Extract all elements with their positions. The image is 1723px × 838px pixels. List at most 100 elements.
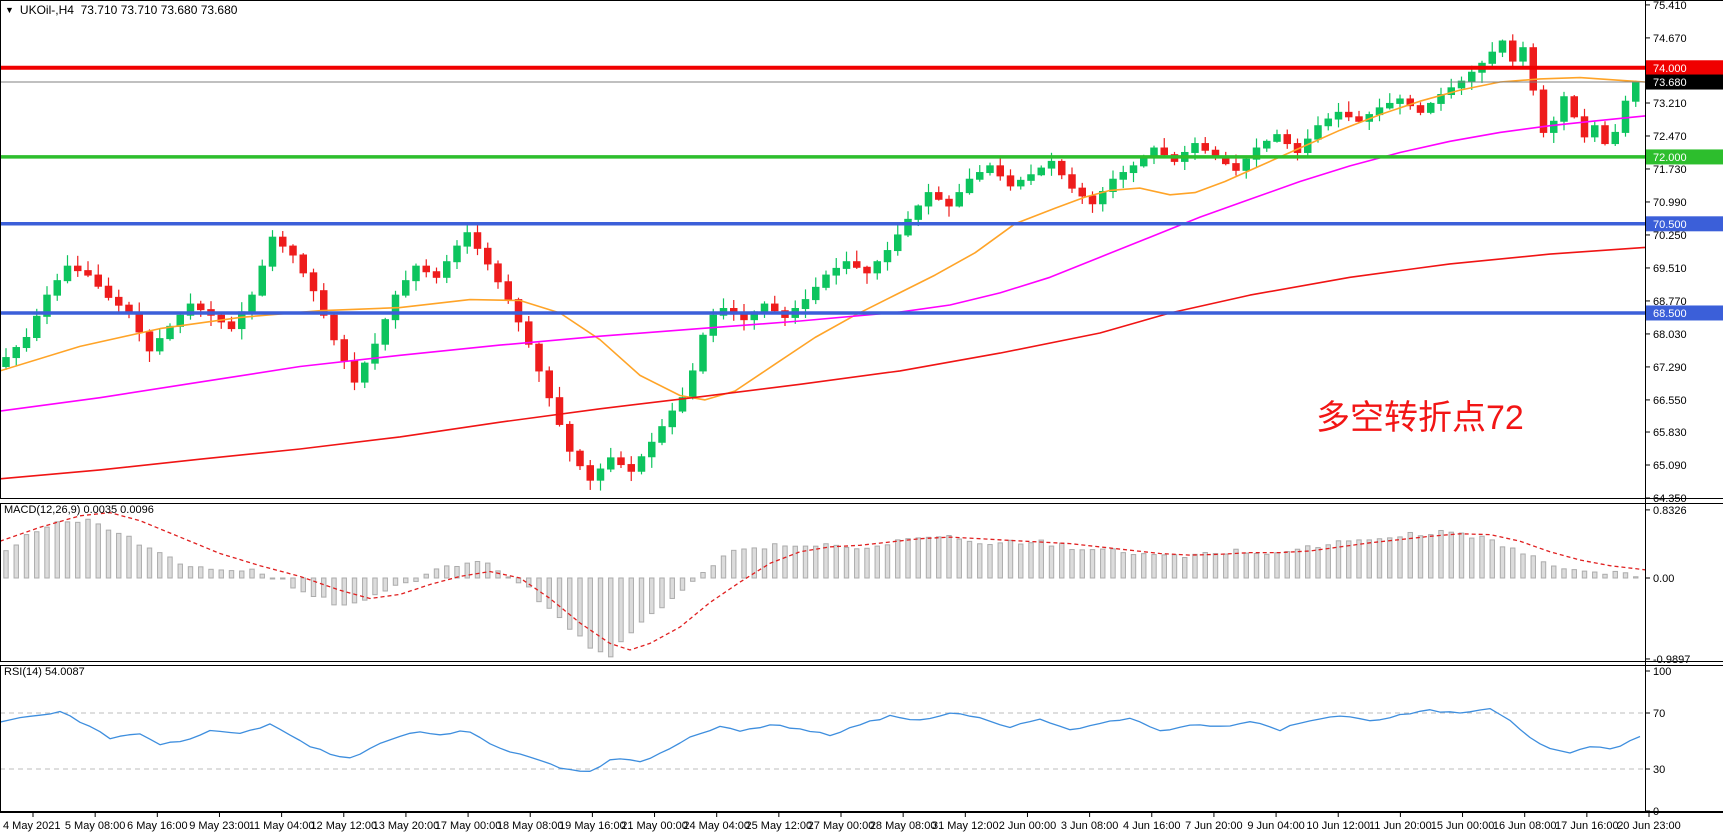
candle-body [986, 165, 994, 174]
time-tick: 3 Jun 08:00 [1061, 820, 1119, 832]
time-tick: 28 May 08:00 [870, 820, 937, 832]
macd-indicator-label: MACD(12,26,9) 0.0035 0.0096 [4, 504, 154, 516]
time-tick: 20 Jun 23:00 [1617, 820, 1681, 832]
time-tick: 17 Jun 16:00 [1555, 820, 1619, 832]
candle-body [268, 236, 277, 267]
time-tick: 2 Jun 00:00 [999, 820, 1057, 832]
macd-name: MACD(12,26,9) [4, 504, 81, 516]
candle-body [1324, 118, 1332, 127]
candle-body [1550, 120, 1558, 133]
candle-body [555, 397, 564, 425]
time-tick: 11 May 04:00 [249, 820, 315, 832]
chart-title: ▼ UKOil-,H4 73.710 73.710 73.680 73.680 [5, 3, 237, 17]
candle-body [853, 261, 861, 268]
candle-body [432, 271, 441, 278]
candle-body [361, 362, 369, 383]
price-tick: 65.830 [1653, 427, 1687, 439]
candle-body [1119, 172, 1127, 180]
price-badge-text: 72.000 [1653, 152, 1687, 164]
ohlc-values: 73.710 73.710 73.680 73.680 [80, 3, 238, 17]
collapse-icon[interactable]: ▼ [5, 5, 14, 15]
candle-body [1314, 125, 1322, 140]
candle-body [924, 192, 933, 207]
time-tick: 27 May 00:00 [808, 820, 875, 832]
candle-body [863, 266, 871, 274]
time-tick: 6 May 16:00 [127, 820, 188, 832]
chart-text-annotation: 多空转折点72 [1316, 399, 1524, 437]
candle-body [1468, 71, 1476, 82]
candle-body [473, 232, 482, 249]
time-tick: 10 Jun 12:00 [1306, 820, 1370, 832]
horizontal-level-lines[interactable] [0, 65, 1645, 315]
price-badge [1646, 216, 1723, 232]
macd-axis-tick: -0.9897 [1653, 654, 1690, 666]
price-badge [1646, 74, 1723, 90]
candle-body [2, 357, 10, 367]
candle-body [1334, 111, 1343, 120]
time-axis[interactable]: 4 May 2021 5 May 08:00 6 May 16:00 9 May 23… [3, 812, 1681, 832]
time-tick: 4 Jun 16:00 [1123, 820, 1181, 832]
candle-body [668, 410, 676, 428]
candle-body [801, 299, 810, 310]
candle-body [320, 290, 328, 316]
candle-body [945, 198, 953, 207]
macd-histogram [3, 518, 1639, 658]
candle-body [771, 303, 779, 312]
candle-body [494, 263, 502, 283]
candle-body [443, 261, 451, 278]
time-tick: 13 May 20:00 [373, 820, 440, 832]
price-badge-text: 70.500 [1653, 219, 1687, 231]
ma-mid-line [0, 115, 1646, 412]
candle-body [566, 423, 574, 452]
candle-body [637, 456, 646, 472]
candle-body [1047, 160, 1056, 169]
candle-body [1580, 116, 1589, 138]
rsi-value: 54.0087 [44, 666, 85, 678]
candle-body [227, 321, 236, 330]
ma-slow-line [0, 246, 1646, 480]
candle-body [299, 254, 307, 274]
candle-body [371, 343, 379, 364]
ma-fast-line [0, 76, 1646, 401]
candle-body [1457, 80, 1466, 89]
candle-body [955, 192, 963, 207]
candle-body [1242, 158, 1250, 171]
candle-body [1232, 163, 1240, 171]
candle-body [1437, 94, 1445, 104]
candle-body [1273, 134, 1281, 142]
candle-body [1591, 125, 1599, 138]
price-tick: 70.990 [1653, 197, 1687, 209]
candle-body [1519, 47, 1527, 62]
candle-body [33, 315, 41, 338]
candle-body [1570, 96, 1578, 118]
candle-body [197, 303, 205, 311]
candle-body [1488, 51, 1496, 64]
candle-body [1099, 190, 1107, 205]
candle-body [1560, 96, 1568, 122]
candle-body [350, 360, 359, 383]
candle-body [1345, 111, 1353, 118]
time-tick: 16 Jun 08:00 [1493, 820, 1557, 832]
ma-mid-line [0, 115, 1646, 412]
candle-body [822, 274, 830, 288]
rsi-name: RSI(14) [4, 666, 42, 678]
candle-body [607, 457, 615, 470]
candle-body [22, 336, 31, 349]
candle-body [53, 280, 61, 296]
price-badge-text: 74.000 [1653, 63, 1687, 75]
macd-signal [0, 511, 1646, 651]
candle-body [1611, 131, 1619, 145]
candle-body [740, 313, 748, 321]
ma-fast-line [0, 76, 1646, 401]
time-tick: 7 Jun 20:00 [1185, 820, 1243, 832]
candle-body [402, 280, 410, 296]
candle-body [935, 192, 943, 200]
candle-body [914, 205, 922, 220]
candle-body [145, 331, 154, 352]
price-tick: 69.510 [1653, 263, 1687, 275]
price-badge-text: 68.500 [1653, 308, 1687, 320]
price-badge [1646, 60, 1723, 76]
candle-body [1355, 116, 1363, 122]
